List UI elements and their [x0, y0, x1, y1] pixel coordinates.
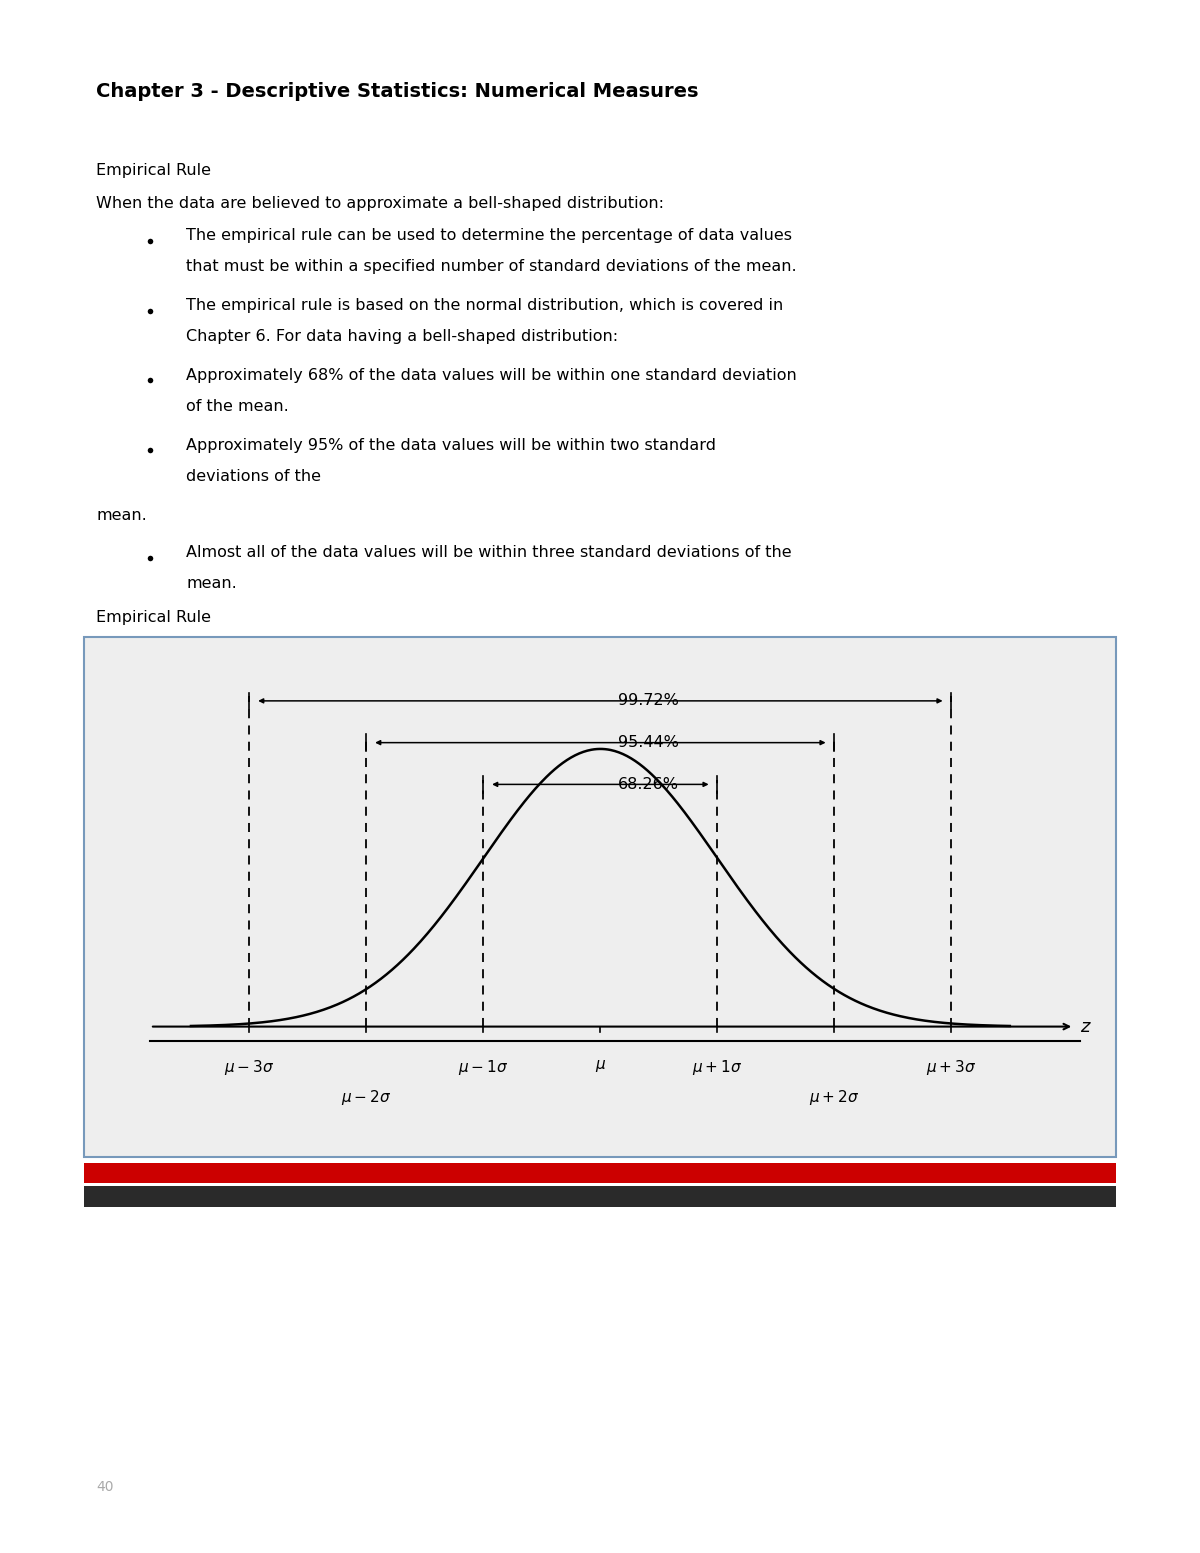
Text: deviations of the: deviations of the: [186, 469, 322, 485]
Text: Chapter 6. For data having a bell-shaped distribution:: Chapter 6. For data having a bell-shaped…: [186, 329, 618, 345]
Text: $\mu + 2\sigma$: $\mu + 2\sigma$: [809, 1087, 859, 1107]
Text: Empirical Rule: Empirical Rule: [96, 610, 211, 626]
Text: mean.: mean.: [186, 576, 236, 592]
Text: When the data are believed to approximate a bell-shaped distribution:: When the data are believed to approximat…: [96, 196, 664, 211]
Text: of the mean.: of the mean.: [186, 399, 289, 415]
Text: $\mu + 1\sigma$: $\mu + 1\sigma$: [692, 1058, 743, 1076]
Text: 68.26%: 68.26%: [618, 776, 679, 792]
Bar: [84, 1163, 1116, 1183]
Text: 99.72%: 99.72%: [618, 693, 679, 708]
Bar: [84, 1186, 1116, 1207]
Text: The empirical rule is based on the normal distribution, which is covered in: The empirical rule is based on the norma…: [186, 298, 784, 314]
Text: 40: 40: [96, 1480, 114, 1494]
Text: Approximately 95% of the data values will be within two standard: Approximately 95% of the data values wil…: [186, 438, 716, 453]
Text: $z$: $z$: [1080, 1017, 1092, 1036]
Text: that must be within a specified number of standard deviations of the mean.: that must be within a specified number o…: [186, 259, 797, 275]
Text: $\mu - 2\sigma$: $\mu - 2\sigma$: [341, 1087, 391, 1107]
Text: 95.44%: 95.44%: [618, 735, 679, 750]
Text: Approximately 68% of the data values will be within one standard deviation: Approximately 68% of the data values wil…: [186, 368, 797, 384]
Text: $\mu$: $\mu$: [595, 1058, 606, 1075]
Bar: [84, 637, 1116, 1157]
Text: Chapter 3 - Descriptive Statistics: Numerical Measures: Chapter 3 - Descriptive Statistics: Nume…: [96, 82, 698, 101]
Text: $\mu - 1\sigma$: $\mu - 1\sigma$: [458, 1058, 509, 1076]
Text: Empirical Rule: Empirical Rule: [96, 163, 211, 179]
Text: $\mu - 3\sigma$: $\mu - 3\sigma$: [224, 1058, 275, 1076]
Text: mean.: mean.: [96, 508, 146, 523]
Text: $\mu + 3\sigma$: $\mu + 3\sigma$: [926, 1058, 977, 1076]
Text: The empirical rule can be used to determine the percentage of data values: The empirical rule can be used to determ…: [186, 228, 792, 244]
Text: Almost all of the data values will be within three standard deviations of the: Almost all of the data values will be wi…: [186, 545, 792, 561]
